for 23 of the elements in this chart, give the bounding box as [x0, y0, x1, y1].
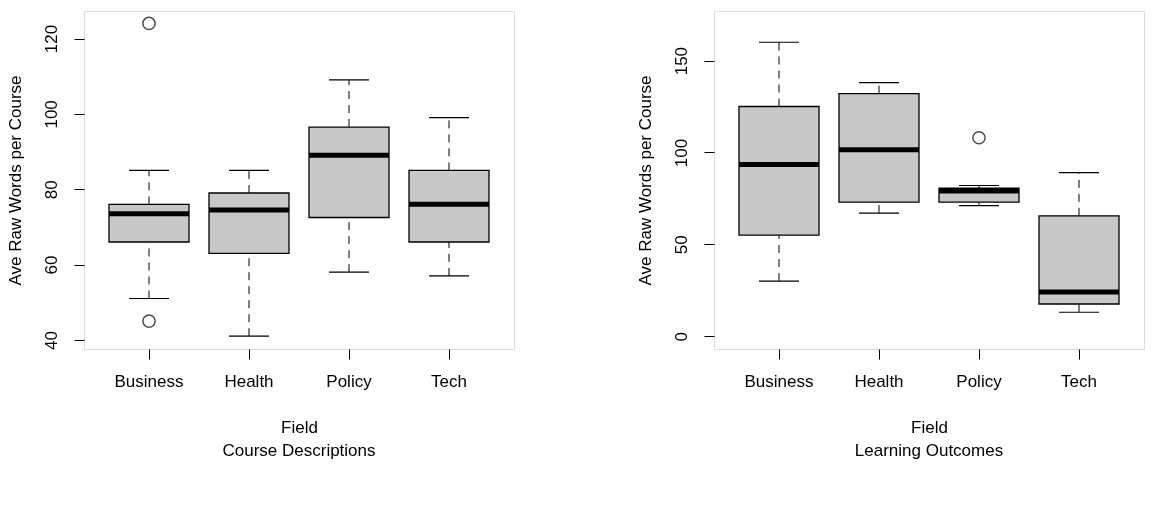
- x-tick-label: Health: [224, 371, 274, 391]
- y-axis-title: Ave Raw Words per Course: [5, 75, 25, 286]
- x-tick-label: Business: [114, 371, 184, 391]
- x-tick-label: Business: [744, 371, 814, 391]
- x-tick-label: Tech: [431, 371, 467, 391]
- y-tick-label: 0: [671, 331, 691, 342]
- x-axis-title: Field: [281, 417, 318, 437]
- x-tick-label: Tech: [1061, 371, 1097, 391]
- y-tick-label: 100: [41, 100, 61, 129]
- text: Learning Outcomes: [854, 441, 1004, 460]
- y-axis-title: Ave Raw Words per Course: [635, 75, 655, 286]
- y-tick-label: 40: [41, 331, 61, 350]
- y-tick-label: 120: [41, 24, 61, 54]
- y-tick-label: 100: [671, 138, 691, 168]
- x-tick-label: Policy: [326, 371, 373, 391]
- x-tick-label: Policy: [956, 371, 1003, 391]
- text: Course Descriptions: [222, 441, 376, 460]
- x-tick-label: Health: [854, 371, 904, 391]
- y-tick-label: 60: [41, 255, 61, 275]
- y-tick-label: 150: [671, 46, 691, 76]
- y-tick-label: 50: [671, 235, 691, 255]
- y-tick-label: 80: [41, 180, 61, 200]
- x-axis-title: Field: [911, 417, 948, 437]
